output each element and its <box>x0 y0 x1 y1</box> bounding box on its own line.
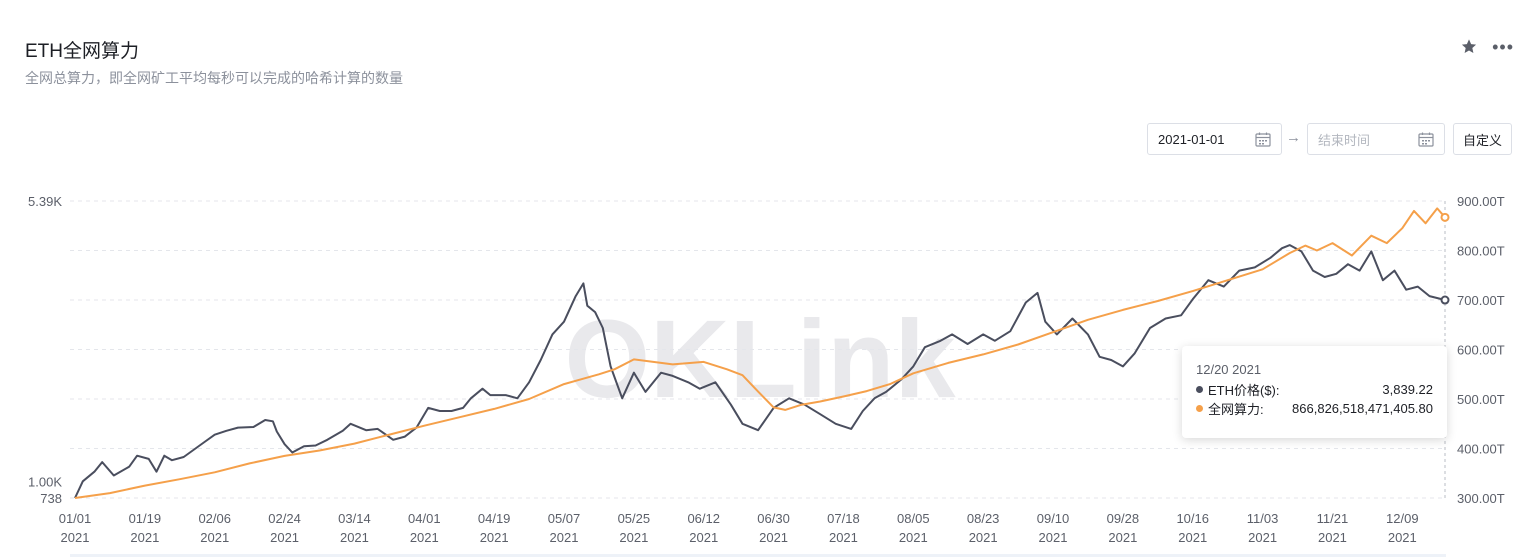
x-axis-tick-year: 2021 <box>1318 530 1347 545</box>
range-slider-track[interactable] <box>70 554 1446 557</box>
end-date-input[interactable]: 结束时间 <box>1307 123 1445 155</box>
left-axis-tick-label: 738 <box>40 491 62 506</box>
x-axis-tick-year: 2021 <box>1178 530 1207 545</box>
x-axis-tick-year: 2021 <box>759 530 788 545</box>
tooltip-row-hashrate: 全网算力: 866,826,518,471,405.80 <box>1196 399 1433 418</box>
x-axis-tick-year: 2021 <box>689 530 718 545</box>
x-axis-tick-year: 2021 <box>200 530 229 545</box>
x-axis-tick-label: 07/18 <box>827 511 860 526</box>
x-axis-tick-label: 05/07 <box>548 511 581 526</box>
x-axis-tick-label: 02/24 <box>268 511 301 526</box>
x-axis-tick-label: 05/25 <box>618 511 651 526</box>
eth-price-hover-point <box>1440 295 1450 305</box>
end-date-placeholder: 结束时间 <box>1318 132 1371 148</box>
chart-tooltip: 12/20 2021 ETH价格($): 3,839.22 全网算力: 866,… <box>1182 346 1447 438</box>
right-axis-tick-label: 600.00T <box>1457 343 1505 358</box>
x-axis-tick-year: 2021 <box>270 530 299 545</box>
x-axis-tick-label: 04/01 <box>408 511 441 526</box>
custom-range-button[interactable]: 自定义 <box>1453 123 1512 155</box>
x-axis-tick-label: 12/09 <box>1386 511 1419 526</box>
hashrate-hover-point <box>1440 212 1450 222</box>
x-axis-tick-year: 2021 <box>340 530 369 545</box>
right-axis-tick-label: 400.00T <box>1457 442 1505 457</box>
x-axis-tick-label: 01/01 <box>59 511 92 526</box>
x-axis-tick-label: 10/16 <box>1176 511 1209 526</box>
x-axis-tick-year: 2021 <box>130 530 159 545</box>
start-date-input[interactable]: 2021-01-01 <box>1147 123 1282 155</box>
arrow-right-icon: → <box>1286 129 1301 146</box>
x-axis-tick-label: 09/10 <box>1037 511 1070 526</box>
x-axis-tick-year: 2021 <box>550 530 579 545</box>
page-title: ETH全网算力 <box>25 41 140 62</box>
left-axis-tick-label: 5.39K <box>28 194 62 209</box>
price-legend-dot <box>1196 386 1203 393</box>
x-axis-tick-year: 2021 <box>969 530 998 545</box>
calendar-icon <box>1418 132 1434 147</box>
hashrate-line <box>74 207 1446 499</box>
tooltip-hashrate-value: 866,826,518,471,405.80 <box>1292 401 1433 416</box>
x-axis-tick-year: 2021 <box>619 530 648 545</box>
x-axis-tick-year: 2021 <box>410 530 439 545</box>
left-axis-tick-label: 1.00K <box>28 474 62 489</box>
x-axis-tick-label: 06/30 <box>757 511 790 526</box>
right-axis-tick-label: 800.00T <box>1457 244 1505 259</box>
star-icon[interactable] <box>1460 38 1478 55</box>
tooltip-hashrate-label: 全网算力: <box>1208 402 1264 417</box>
x-axis-tick-label: 03/14 <box>338 511 371 526</box>
right-axis-tick-label: 900.00T <box>1457 194 1505 209</box>
x-axis-tick-year: 2021 <box>1388 530 1417 545</box>
tooltip-date: 12/20 2021 <box>1196 362 1262 377</box>
x-axis-tick-label: 11/03 <box>1247 511 1279 526</box>
x-axis-tick-year: 2021 <box>480 530 509 545</box>
start-date-value: 2021-01-01 <box>1158 131 1225 147</box>
right-axis-tick-label: 300.00T <box>1457 491 1505 506</box>
x-axis-tick-label: 04/19 <box>478 511 511 526</box>
top-actions: ••• <box>1460 36 1514 57</box>
x-axis-tick-year: 2021 <box>829 530 858 545</box>
tooltip-price-value: 3,839.22 <box>1382 382 1433 397</box>
x-axis-tick-label: 08/05 <box>897 511 930 526</box>
x-axis-tick-year: 2021 <box>1108 530 1137 545</box>
x-axis-tick-label: 11/21 <box>1317 511 1349 526</box>
x-axis-tick-label: 02/06 <box>198 511 231 526</box>
x-axis-tick-label: 08/23 <box>967 511 1000 526</box>
tooltip-row-price: ETH价格($): 3,839.22 <box>1196 380 1433 399</box>
right-axis-tick-label: 700.00T <box>1457 293 1505 308</box>
hashrate-legend-dot <box>1196 405 1203 412</box>
eth-price-line <box>74 244 1446 499</box>
x-axis-tick-year: 2021 <box>899 530 928 545</box>
right-axis-tick-label: 500.00T <box>1457 392 1505 407</box>
calendar-icon <box>1255 132 1271 147</box>
more-icon[interactable]: ••• <box>1492 36 1514 57</box>
x-axis-tick-year: 2021 <box>1039 530 1068 545</box>
page-subtitle: 全网总算力，即全网矿工平均每秒可以完成的哈希计算的数量 <box>25 70 403 86</box>
tooltip-price-label: ETH价格($): <box>1208 383 1280 398</box>
x-axis-tick-label: 09/28 <box>1107 511 1140 526</box>
watermark-text: OKLink <box>564 298 956 421</box>
x-axis-tick-year: 2021 <box>61 530 90 545</box>
x-axis-tick-label: 01/19 <box>129 511 162 526</box>
x-axis-tick-year: 2021 <box>1248 530 1277 545</box>
x-axis-tick-label: 06/12 <box>687 511 720 526</box>
